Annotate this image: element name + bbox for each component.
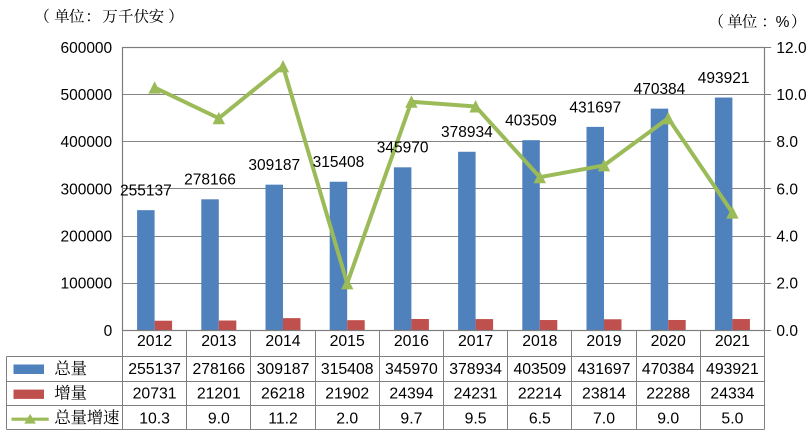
svg-text:255137: 255137 bbox=[128, 361, 181, 378]
svg-text:11.2: 11.2 bbox=[268, 411, 298, 428]
svg-text:10.3: 10.3 bbox=[139, 411, 170, 428]
svg-text:9.0: 9.0 bbox=[208, 411, 230, 428]
svg-text:2014: 2014 bbox=[265, 333, 300, 350]
svg-text:4.0: 4.0 bbox=[776, 228, 798, 245]
svg-text:6.5: 6.5 bbox=[529, 411, 551, 428]
svg-text:0.0: 0.0 bbox=[776, 323, 798, 340]
svg-text:600000: 600000 bbox=[60, 40, 112, 57]
svg-text:278166: 278166 bbox=[192, 361, 245, 378]
svg-text:0: 0 bbox=[104, 323, 113, 340]
svg-text:9.0: 9.0 bbox=[657, 411, 679, 428]
svg-text:6.0: 6.0 bbox=[776, 181, 798, 198]
svg-text:5.0: 5.0 bbox=[721, 411, 743, 428]
svg-text:309187: 309187 bbox=[257, 361, 310, 378]
svg-text:493921: 493921 bbox=[698, 70, 750, 87]
svg-text:403509: 403509 bbox=[505, 113, 557, 130]
svg-text:493921: 493921 bbox=[706, 361, 759, 378]
svg-text:2019: 2019 bbox=[586, 333, 621, 350]
svg-text:100000: 100000 bbox=[60, 276, 112, 293]
svg-text:2.0: 2.0 bbox=[336, 411, 358, 428]
svg-text:24394: 24394 bbox=[389, 386, 433, 403]
svg-text:2018: 2018 bbox=[522, 333, 557, 350]
svg-text:345970: 345970 bbox=[385, 361, 438, 378]
svg-text:315408: 315408 bbox=[321, 361, 374, 378]
svg-text:2020: 2020 bbox=[651, 333, 686, 350]
svg-text:22214: 22214 bbox=[518, 386, 562, 403]
svg-text:2015: 2015 bbox=[330, 333, 365, 350]
svg-text:278166: 278166 bbox=[184, 172, 236, 189]
svg-text:24334: 24334 bbox=[710, 386, 754, 403]
svg-text:309187: 309187 bbox=[248, 157, 300, 174]
svg-text:431697: 431697 bbox=[569, 99, 621, 116]
svg-text:2.0: 2.0 bbox=[776, 276, 798, 293]
svg-text:300000: 300000 bbox=[60, 181, 112, 198]
svg-text:10.0: 10.0 bbox=[776, 87, 807, 104]
svg-text:20731: 20731 bbox=[133, 386, 177, 403]
svg-text:2017: 2017 bbox=[458, 333, 493, 350]
svg-text:%: % bbox=[776, 14, 790, 31]
svg-text:9.7: 9.7 bbox=[400, 411, 422, 428]
svg-text:400000: 400000 bbox=[60, 134, 112, 151]
svg-text:2021: 2021 bbox=[715, 333, 750, 350]
svg-text:9.5: 9.5 bbox=[465, 411, 487, 428]
svg-text:378934: 378934 bbox=[441, 124, 493, 141]
svg-text:255137: 255137 bbox=[120, 183, 172, 200]
svg-text:500000: 500000 bbox=[60, 87, 112, 104]
svg-text:345970: 345970 bbox=[377, 140, 429, 157]
svg-text:12.0: 12.0 bbox=[776, 40, 807, 57]
svg-text:24231: 24231 bbox=[454, 386, 498, 403]
svg-text:22288: 22288 bbox=[646, 386, 690, 403]
svg-text:21201: 21201 bbox=[197, 386, 241, 403]
svg-text:2013: 2013 bbox=[201, 333, 236, 350]
svg-text:378934: 378934 bbox=[449, 361, 502, 378]
svg-text:431697: 431697 bbox=[578, 361, 631, 378]
svg-text:315408: 315408 bbox=[313, 154, 365, 171]
svg-text:470384: 470384 bbox=[634, 81, 686, 98]
svg-text:21902: 21902 bbox=[325, 386, 369, 403]
svg-text:26218: 26218 bbox=[261, 386, 305, 403]
svg-text:470384: 470384 bbox=[642, 361, 695, 378]
svg-text:2016: 2016 bbox=[394, 333, 429, 350]
svg-text:200000: 200000 bbox=[60, 228, 112, 245]
svg-text:403509: 403509 bbox=[513, 361, 566, 378]
svg-text:23814: 23814 bbox=[582, 386, 626, 403]
svg-text:7.0: 7.0 bbox=[593, 411, 615, 428]
svg-text:2012: 2012 bbox=[137, 333, 172, 350]
svg-text:8.0: 8.0 bbox=[776, 134, 798, 151]
